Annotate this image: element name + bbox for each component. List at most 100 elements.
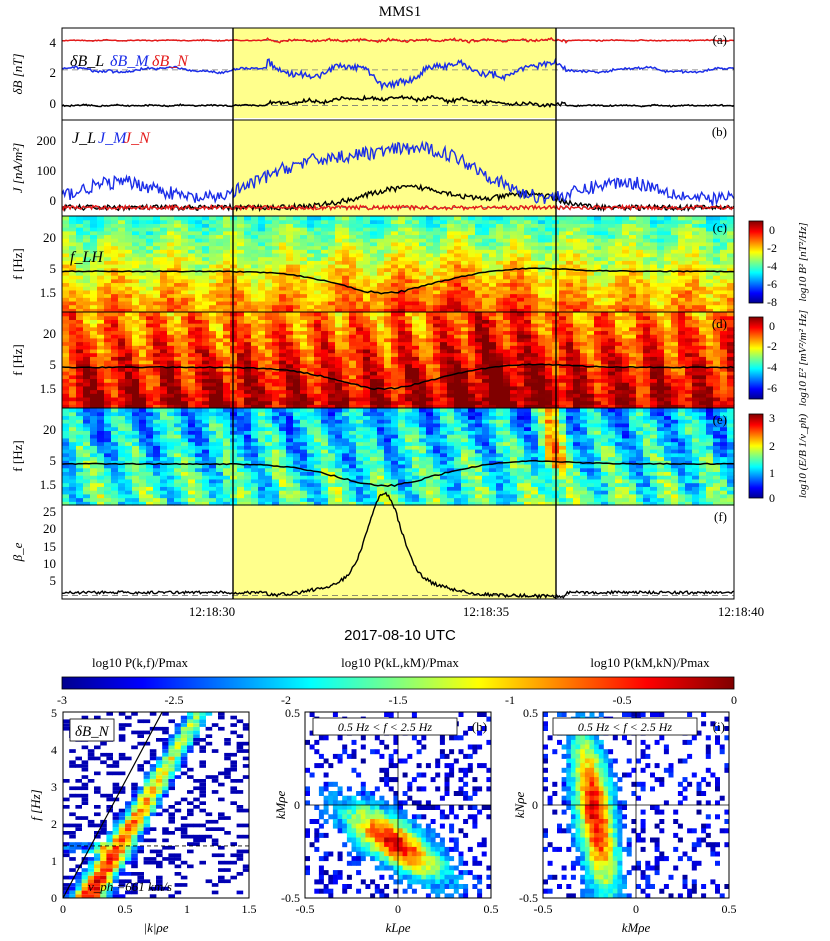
spectrogram-cell — [587, 252, 595, 258]
spectrogram-cell — [195, 374, 203, 380]
spectrogram-cell — [720, 341, 728, 346]
spectrogram-cell — [587, 315, 595, 320]
spectrogram-cell — [573, 289, 581, 295]
spectrogram-cell — [601, 341, 609, 346]
spectrogram-cell — [615, 241, 623, 247]
spectrogram-cell — [83, 260, 91, 265]
spectrogram-cell — [181, 315, 189, 320]
spectrogram-cell — [426, 404, 434, 409]
spectrogram-cell — [370, 267, 378, 272]
spectrogram-cell — [111, 371, 119, 376]
spectrogram-cell — [496, 337, 504, 343]
spectrogram-cell — [97, 360, 105, 365]
spectrogram-cell — [447, 341, 455, 346]
spectrogram-cell — [391, 378, 399, 383]
spectrogram-cell — [440, 249, 448, 254]
spectrogram-cell — [181, 378, 189, 383]
spectrogram-cell — [426, 308, 434, 313]
spectrogram-cell — [489, 267, 497, 272]
spectrogram-cell — [454, 308, 462, 313]
spectrogram-cell — [307, 319, 315, 324]
spectrogram-cell — [300, 230, 308, 236]
spectrogram-cell — [454, 363, 462, 368]
spectrogram-cell — [62, 367, 70, 372]
spectrogram-cell — [517, 245, 525, 250]
spectrogram-cell — [419, 230, 427, 236]
spectrogram-cell — [524, 286, 532, 291]
spectrogram-cell — [167, 282, 175, 287]
spectrogram-cell — [188, 378, 196, 383]
spectrogram-cell — [706, 219, 714, 224]
spectrogram-cell — [440, 371, 448, 376]
spectrogram-cell — [594, 312, 602, 317]
spectrogram-cell — [727, 363, 735, 368]
spectrogram-cell — [195, 308, 203, 313]
spectrogram-cell — [720, 374, 728, 380]
spectrogram-cell — [531, 371, 539, 376]
spectrogram-cell — [153, 223, 161, 228]
spectrogram-cell — [510, 238, 518, 243]
spectrogram-cell — [83, 297, 91, 302]
spectrogram-cell — [146, 264, 154, 269]
spectrogram-cell — [202, 256, 210, 261]
spectrogram-cell — [202, 282, 210, 287]
spectrogram-cell — [419, 393, 427, 398]
spectrogram-cell — [692, 326, 700, 332]
spectrogram-cell — [405, 234, 413, 239]
spectrogram-cell — [573, 330, 581, 335]
spectrogram-cell — [412, 297, 420, 302]
spectrogram-cell — [90, 393, 98, 398]
spectrogram-cell — [391, 260, 399, 265]
spectrogram-cell — [559, 371, 567, 376]
spectrogram-cell — [216, 256, 224, 261]
spectrogram-cell — [419, 271, 427, 276]
spectrogram-cell — [139, 319, 147, 324]
spectrogram-cell — [132, 367, 140, 372]
spectrogram-cell — [461, 219, 469, 224]
spectrogram-cell — [720, 382, 728, 387]
spectrogram-cell — [454, 389, 462, 394]
spectrogram-cell — [405, 341, 413, 346]
spectrogram-cell — [237, 345, 245, 350]
spectrogram-cell — [300, 396, 308, 402]
spectrogram-cell — [629, 256, 637, 261]
spectrogram-cell — [321, 341, 329, 346]
spectrogram-cell — [286, 238, 294, 243]
spectrogram-cell — [503, 227, 511, 232]
spectrogram-cell — [671, 282, 679, 287]
spectrogram-cell — [90, 275, 98, 280]
spectrogram-cell — [83, 330, 91, 335]
spectrogram-cell — [545, 367, 553, 372]
spectrogram-cell — [90, 312, 98, 317]
spectrogram-cell — [258, 260, 266, 265]
spectrogram-cell — [454, 352, 462, 357]
spectrogram-cell — [643, 245, 651, 250]
spectrogram-cell — [293, 278, 301, 284]
spectrogram-cell — [573, 241, 581, 247]
spectrogram-cell — [510, 330, 518, 335]
spectrogram-cell — [104, 308, 112, 313]
spectrogram-cell — [650, 337, 658, 343]
spectrogram-cell — [398, 341, 406, 346]
spectrogram-cell — [412, 256, 420, 261]
spectrogram-cell — [363, 393, 371, 398]
spectrogram-cell — [258, 363, 266, 368]
spectrogram-cell — [524, 282, 532, 287]
spectrogram-cell — [664, 304, 672, 309]
spectrogram-cell — [188, 345, 196, 350]
spectrogram-cell — [475, 363, 483, 368]
spectrogram-cell — [90, 348, 98, 354]
spectrogram-cell — [146, 219, 154, 224]
spectrogram-cell — [216, 252, 224, 258]
spectrogram-cell — [685, 219, 693, 224]
spectrogram-cell — [251, 337, 259, 343]
spectrogram-cell — [76, 400, 84, 405]
spectrogram-cell — [272, 319, 280, 324]
spectrogram-cell — [587, 374, 595, 380]
spectrogram-cell — [587, 367, 595, 372]
spectrogram-cell — [251, 385, 259, 391]
spectrogram-cell — [412, 334, 420, 339]
spectrogram-cell — [426, 396, 434, 402]
spectrogram-cell — [524, 219, 532, 224]
spectrogram-cell — [111, 219, 119, 224]
